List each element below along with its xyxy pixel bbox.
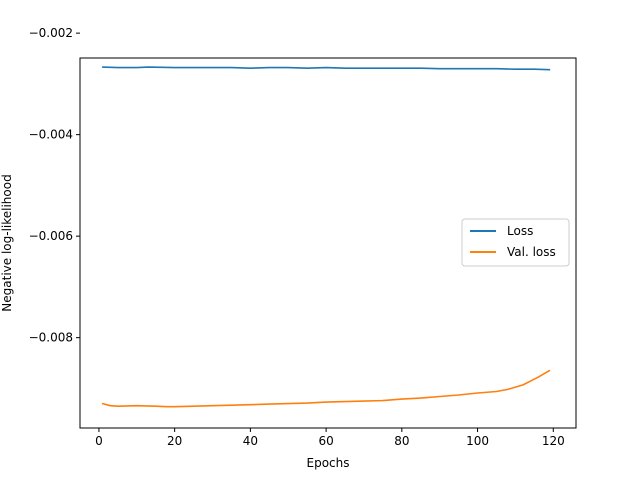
series-line-val-loss — [101, 369, 551, 408]
y-tick-label: −0.008 — [29, 331, 73, 345]
x-tick-label: 60 — [318, 434, 333, 448]
plot-lines — [101, 66, 551, 408]
x-tick-label: 0 — [95, 434, 103, 448]
x-tick-label: 120 — [542, 434, 565, 448]
y-tick-label: −0.002 — [29, 26, 73, 40]
x-tick-label: 20 — [167, 434, 182, 448]
legend-label-loss: Loss — [507, 224, 533, 238]
x-tick-label: 40 — [243, 434, 258, 448]
legend-label-val-loss: Val. loss — [507, 245, 556, 259]
y-tick-label: −0.004 — [29, 128, 73, 142]
x-tick-label: 80 — [394, 434, 409, 448]
y-axis-label: Negative log-likelihood — [0, 174, 14, 311]
legend: Loss Val. loss — [461, 218, 570, 267]
x-axis: 0 20 40 60 80 100 120 — [95, 428, 565, 448]
x-axis-label: Epochs — [307, 456, 350, 470]
y-axis: −0.002 −0.004 −0.006 −0.008 — [29, 26, 80, 345]
y-tick-label: −0.006 — [29, 229, 73, 243]
x-tick-label: 100 — [466, 434, 489, 448]
series-line-loss — [101, 66, 551, 71]
plot-area-frame — [79, 57, 577, 429]
